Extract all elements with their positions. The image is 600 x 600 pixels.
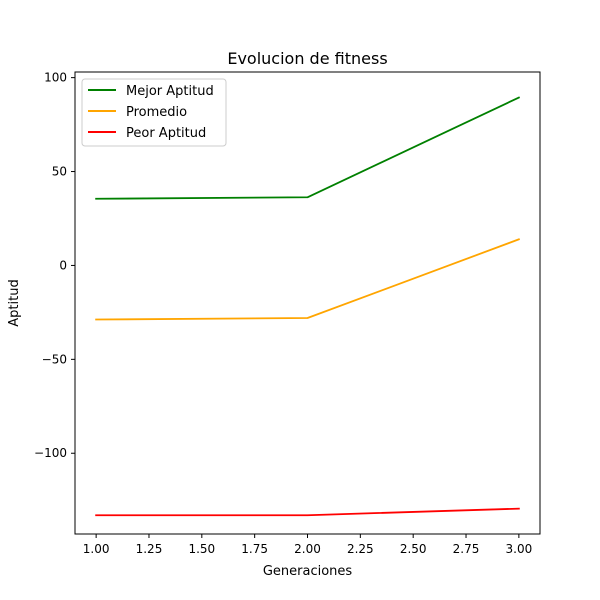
series-line-promedio [95,238,521,321]
x-tick-label: 1.50 [188,542,215,556]
legend-box [81,78,227,147]
series-layer [95,96,521,517]
y-tick-label: 50 [52,165,67,179]
x-tick-label: 1.75 [241,542,268,556]
y-tick-label: 100 [44,71,67,85]
legend-label-mejor-aptitud: Mejor Aptitud [126,84,214,99]
x-tick-label: 2.75 [453,542,480,556]
y-ticks: 100 50 0 −50 −100 [34,71,75,460]
legend-label-peor-aptitud: Peor Aptitud [126,126,206,141]
series-line-peor-aptitud [95,507,520,517]
y-tick-label: −100 [34,446,67,460]
x-tick-label: 1.25 [136,542,163,556]
legend-label-promedio: Promedio [126,105,187,120]
x-tick-label: 2.50 [400,542,427,556]
series-line-mejor-aptitud [95,96,521,200]
legend: Mejor Aptitud Promedio Peor Aptitud [81,78,227,147]
x-tick-label: 2.00 [294,542,321,556]
y-axis-label: Aptitud [7,279,22,326]
y-tick-label: 0 [59,258,67,272]
plot-area-frame [74,71,541,535]
x-ticks: 1.00 1.25 1.50 1.75 2.00 2.25 2.50 2.75 3.00 [83,534,532,556]
x-axis-label: Generaciones [263,564,353,579]
x-tick-label: 1.00 [83,542,110,556]
x-tick-label: 3.00 [506,542,533,556]
chart-title: Evolucion de fitness [227,49,387,68]
y-tick-label: −50 [42,352,67,366]
x-tick-label: 2.25 [347,542,374,556]
